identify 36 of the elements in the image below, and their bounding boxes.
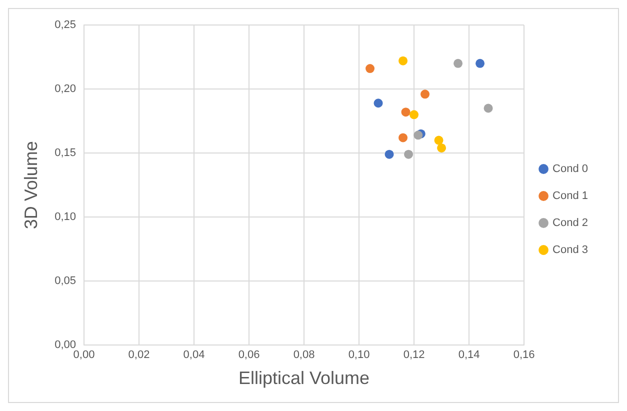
point [454, 58, 463, 68]
x-tick-label: 0,16 [513, 348, 535, 361]
x-tick-label: 0,12 [403, 348, 425, 361]
point [434, 136, 444, 145]
y-tick-label: 0,10 [54, 211, 76, 224]
x-tick-label: 0,14 [458, 348, 480, 361]
y-tick-label: 0,05 [54, 275, 76, 288]
point [404, 150, 414, 159]
point [437, 143, 446, 152]
x-tick-label: 0,04 [183, 348, 205, 361]
point [414, 130, 423, 140]
point [476, 58, 485, 68]
point [420, 90, 430, 99]
y-tick-label: 0,25 [54, 19, 76, 32]
point [374, 98, 383, 108]
x-tick-label: 0,06 [238, 348, 260, 361]
point [410, 110, 419, 120]
x-axis-title: Elliptical Volume [238, 368, 370, 388]
x-tick-label: 0,02 [128, 348, 150, 361]
y-tick-label: 0,20 [54, 83, 76, 96]
point [366, 64, 375, 74]
x-tick-label: 0,00 [73, 348, 95, 361]
y-tick-label: 0,00 [54, 339, 76, 352]
legend-label: Cond 1 [552, 190, 588, 202]
y-axis-title: 3D Volume [20, 141, 41, 230]
legend-label: Cond 3 [552, 244, 588, 256]
legend-label: Cond 2 [552, 217, 588, 230]
point [401, 108, 410, 117]
x-tick-label: 0,10 [348, 348, 370, 361]
point [398, 133, 408, 142]
point [398, 56, 408, 66]
point [484, 104, 493, 113]
y-tick-label: 0,15 [54, 147, 76, 160]
legend-label: Cond 0 [552, 163, 588, 176]
point [384, 150, 394, 159]
x-tick-label: 0,08 [293, 348, 315, 361]
